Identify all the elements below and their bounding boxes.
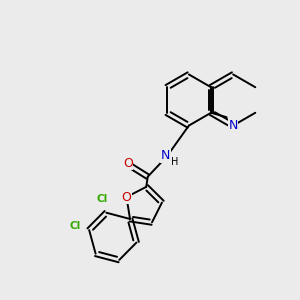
Text: N: N xyxy=(161,149,170,162)
Text: Cl: Cl xyxy=(97,194,108,204)
Text: Cl: Cl xyxy=(70,221,81,231)
Text: O: O xyxy=(123,157,133,170)
Text: H: H xyxy=(171,157,178,167)
Text: N: N xyxy=(229,119,238,132)
Text: O: O xyxy=(122,190,131,204)
